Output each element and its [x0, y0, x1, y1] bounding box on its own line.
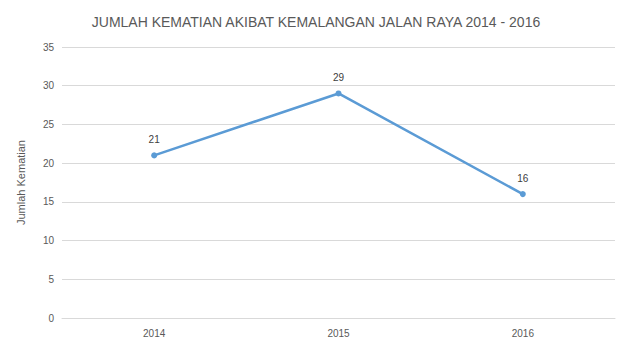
svg-text:0: 0: [48, 313, 54, 324]
svg-text:20: 20: [43, 158, 55, 169]
svg-text:35: 35: [43, 42, 55, 53]
svg-text:16: 16: [517, 173, 529, 184]
svg-text:29: 29: [333, 72, 345, 83]
svg-text:2015: 2015: [327, 328, 350, 339]
svg-text:15: 15: [43, 196, 55, 207]
svg-text:10: 10: [43, 235, 55, 246]
svg-text:JUMLAH KEMATIAN AKIBAT KEMALAN: JUMLAH KEMATIAN AKIBAT KEMALANGAN JALAN …: [92, 14, 541, 30]
svg-text:25: 25: [43, 119, 55, 130]
svg-text:Jumlah Kematian: Jumlah Kematian: [15, 140, 27, 225]
svg-text:30: 30: [43, 80, 55, 91]
svg-text:2014: 2014: [143, 328, 166, 339]
svg-text:21: 21: [149, 134, 161, 145]
svg-text:2016: 2016: [512, 328, 535, 339]
svg-text:5: 5: [48, 274, 54, 285]
